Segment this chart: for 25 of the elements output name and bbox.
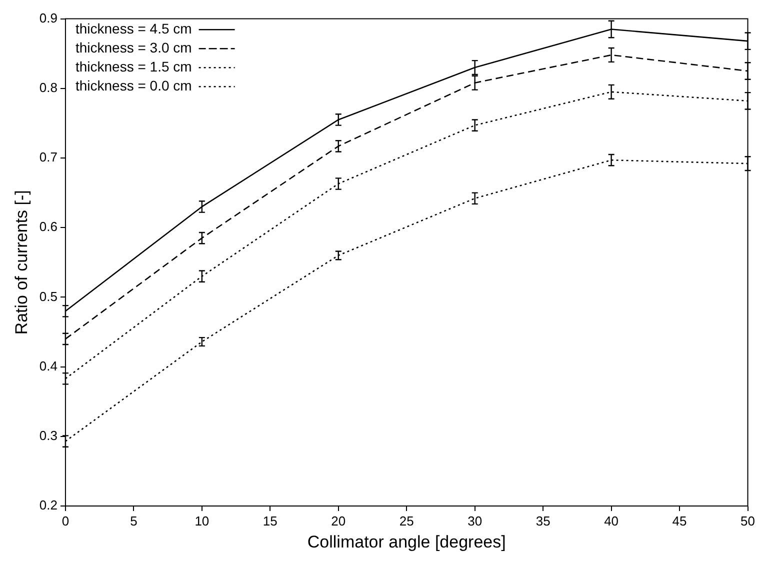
y-tick-label: 0.4 — [39, 358, 58, 374]
x-tick-label: 45 — [672, 513, 687, 528]
legend-label: thickness = 1.5 cm — [75, 58, 192, 74]
y-tick-label: 0.3 — [39, 428, 58, 443]
y-tick-label: 0.9 — [39, 10, 58, 26]
x-tick-label: 5 — [130, 513, 138, 528]
y-tick-label: 0.2 — [39, 498, 58, 513]
x-tick-label: 0 — [62, 513, 70, 528]
x-tick-label: 50 — [740, 513, 756, 528]
y-tick-label: 0.8 — [39, 80, 58, 95]
x-axis-title: Collimator angle [degrees] — [307, 532, 506, 552]
y-tick-label: 0.7 — [39, 150, 58, 165]
legend-label: thickness = 0.0 cm — [75, 77, 192, 94]
y-axis-title: Ratio of currents [-] — [12, 190, 31, 335]
x-tick-label: 40 — [604, 513, 619, 528]
legend-label: thickness = 3.0 cm — [75, 39, 192, 56]
x-tick-label: 35 — [536, 513, 550, 528]
x-tick-label: 30 — [468, 513, 482, 528]
y-tick-label: 0.6 — [39, 219, 58, 234]
legend-label: thickness = 4.5 cm — [75, 20, 192, 36]
x-tick-label: 20 — [331, 513, 346, 528]
y-tick-label: 0.5 — [39, 288, 58, 304]
x-tick-label: 15 — [262, 513, 278, 528]
x-tick-label: 25 — [399, 513, 414, 528]
x-tick-label: 10 — [194, 513, 210, 528]
